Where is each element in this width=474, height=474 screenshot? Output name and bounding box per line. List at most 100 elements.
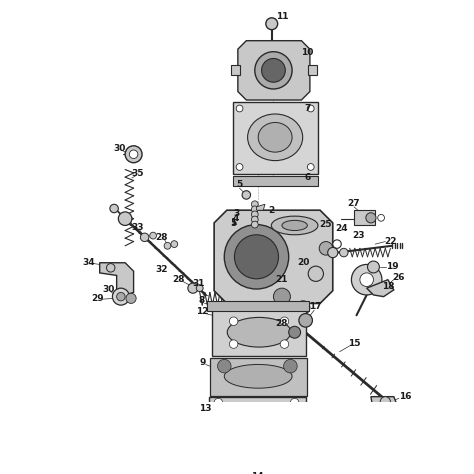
Circle shape	[299, 314, 312, 327]
Circle shape	[129, 150, 138, 158]
Circle shape	[224, 225, 289, 289]
Ellipse shape	[224, 365, 292, 388]
Text: 29: 29	[91, 294, 103, 303]
Text: 28: 28	[276, 319, 288, 328]
Text: 28: 28	[172, 275, 185, 284]
Text: 3: 3	[234, 209, 240, 218]
Polygon shape	[371, 397, 397, 409]
Circle shape	[125, 146, 142, 163]
Circle shape	[112, 288, 129, 305]
Text: 24: 24	[335, 224, 347, 233]
Circle shape	[196, 285, 203, 292]
Ellipse shape	[228, 405, 287, 434]
Circle shape	[307, 105, 314, 112]
Circle shape	[229, 317, 238, 326]
Circle shape	[280, 317, 289, 326]
Circle shape	[107, 264, 115, 272]
Bar	[231, 65, 239, 75]
Circle shape	[214, 398, 223, 407]
Circle shape	[307, 164, 314, 170]
Text: 33: 33	[132, 223, 144, 232]
Text: 7: 7	[304, 104, 310, 113]
Circle shape	[251, 211, 258, 218]
Circle shape	[255, 52, 292, 89]
Ellipse shape	[227, 318, 291, 347]
Text: 14: 14	[251, 472, 264, 474]
Circle shape	[229, 340, 238, 348]
Text: 27: 27	[347, 199, 360, 208]
Bar	[210, 358, 307, 396]
Circle shape	[251, 221, 258, 228]
Circle shape	[291, 432, 299, 441]
Circle shape	[118, 212, 132, 226]
Circle shape	[289, 326, 301, 338]
Circle shape	[378, 214, 384, 221]
Text: 32: 32	[155, 265, 168, 274]
Text: 10: 10	[301, 48, 313, 57]
Text: 6: 6	[304, 173, 310, 182]
Circle shape	[291, 398, 299, 407]
Circle shape	[236, 105, 243, 112]
Circle shape	[150, 232, 156, 239]
Text: 25: 25	[320, 220, 332, 229]
Text: 8: 8	[198, 296, 204, 305]
Text: 15: 15	[348, 339, 360, 348]
Text: 11: 11	[276, 12, 288, 21]
Circle shape	[117, 292, 125, 301]
Text: 35: 35	[132, 169, 144, 178]
Circle shape	[328, 247, 338, 258]
Ellipse shape	[258, 122, 292, 152]
Circle shape	[296, 301, 310, 314]
Text: 1: 1	[230, 218, 237, 227]
Circle shape	[251, 216, 258, 223]
Text: 4: 4	[232, 214, 238, 223]
Bar	[207, 301, 309, 311]
Circle shape	[283, 359, 297, 373]
Circle shape	[251, 201, 258, 208]
Circle shape	[339, 248, 348, 257]
Text: 22: 22	[384, 237, 397, 246]
Circle shape	[236, 164, 243, 170]
Circle shape	[214, 432, 223, 441]
Text: 34: 34	[82, 258, 95, 267]
Text: 30: 30	[113, 144, 126, 153]
Circle shape	[273, 288, 291, 305]
Ellipse shape	[282, 220, 307, 230]
Text: 9: 9	[199, 358, 205, 367]
Text: 21: 21	[276, 275, 288, 284]
Circle shape	[235, 235, 279, 279]
Text: 2: 2	[269, 206, 275, 215]
Circle shape	[171, 241, 178, 247]
Circle shape	[280, 340, 289, 348]
Polygon shape	[214, 210, 333, 303]
Circle shape	[126, 293, 136, 303]
Polygon shape	[256, 204, 265, 210]
Circle shape	[218, 359, 231, 373]
Circle shape	[188, 283, 198, 293]
Circle shape	[249, 458, 266, 474]
Polygon shape	[238, 41, 310, 100]
Circle shape	[164, 242, 171, 249]
Circle shape	[351, 264, 382, 295]
Circle shape	[266, 18, 278, 30]
Circle shape	[367, 261, 379, 273]
Text: 23: 23	[352, 231, 365, 240]
Polygon shape	[100, 263, 134, 295]
Circle shape	[319, 242, 333, 255]
Text: 16: 16	[399, 392, 411, 401]
Text: 13: 13	[200, 404, 212, 413]
Text: 19: 19	[386, 263, 399, 272]
Bar	[308, 65, 317, 75]
Text: 28: 28	[155, 233, 168, 242]
Text: 5: 5	[237, 180, 243, 189]
Text: 30: 30	[102, 285, 114, 294]
Bar	[354, 210, 375, 226]
Text: 12: 12	[196, 308, 209, 317]
Circle shape	[380, 397, 391, 407]
Bar	[233, 102, 318, 174]
Circle shape	[262, 58, 285, 82]
Bar	[212, 310, 306, 356]
Circle shape	[110, 204, 118, 213]
Circle shape	[140, 233, 149, 242]
Text: 18: 18	[382, 282, 394, 291]
